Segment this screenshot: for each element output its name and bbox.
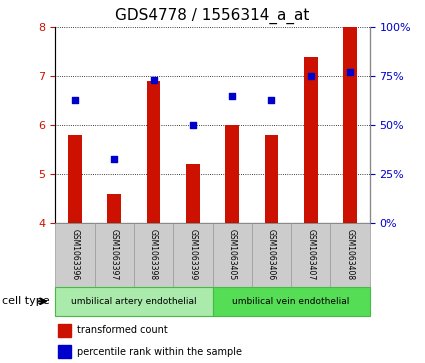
Bar [331,223,370,287]
Text: transformed count: transformed count [77,326,168,335]
Bar [68,135,82,223]
Bar [173,223,212,287]
Text: cell type: cell type [2,296,50,306]
Point [307,73,314,79]
Text: umbilical vein endothelial: umbilical vein endothelial [232,297,350,306]
Bar [225,125,239,223]
Bar [304,57,317,223]
Text: GSM1063399: GSM1063399 [188,229,197,281]
Bar [212,223,252,287]
Bar [58,324,71,337]
Bar [58,345,71,358]
Bar [343,27,357,223]
Text: GSM1063408: GSM1063408 [346,229,354,281]
Point [190,122,196,128]
Text: GSM1063405: GSM1063405 [228,229,237,281]
Text: GSM1063407: GSM1063407 [306,229,315,281]
Bar [212,287,370,316]
Bar [265,135,278,223]
Point [229,93,235,99]
Text: GSM1063397: GSM1063397 [110,229,119,281]
Point [268,97,275,103]
Point [150,77,157,83]
Text: GSM1063398: GSM1063398 [149,229,158,281]
Bar [94,223,134,287]
Text: umbilical artery endothelial: umbilical artery endothelial [71,297,197,306]
Text: GSM1063406: GSM1063406 [267,229,276,281]
Text: GSM1063396: GSM1063396 [71,229,79,281]
Title: GDS4778 / 1556314_a_at: GDS4778 / 1556314_a_at [115,8,310,24]
Bar [186,164,200,223]
Point [347,69,354,75]
Bar [55,287,212,316]
Bar [252,223,291,287]
Bar [147,81,160,223]
Text: percentile rank within the sample: percentile rank within the sample [77,347,242,357]
Point [111,156,118,162]
Point [71,97,78,103]
Bar [291,223,331,287]
Bar [134,223,173,287]
Bar [108,194,121,223]
Bar [55,223,94,287]
